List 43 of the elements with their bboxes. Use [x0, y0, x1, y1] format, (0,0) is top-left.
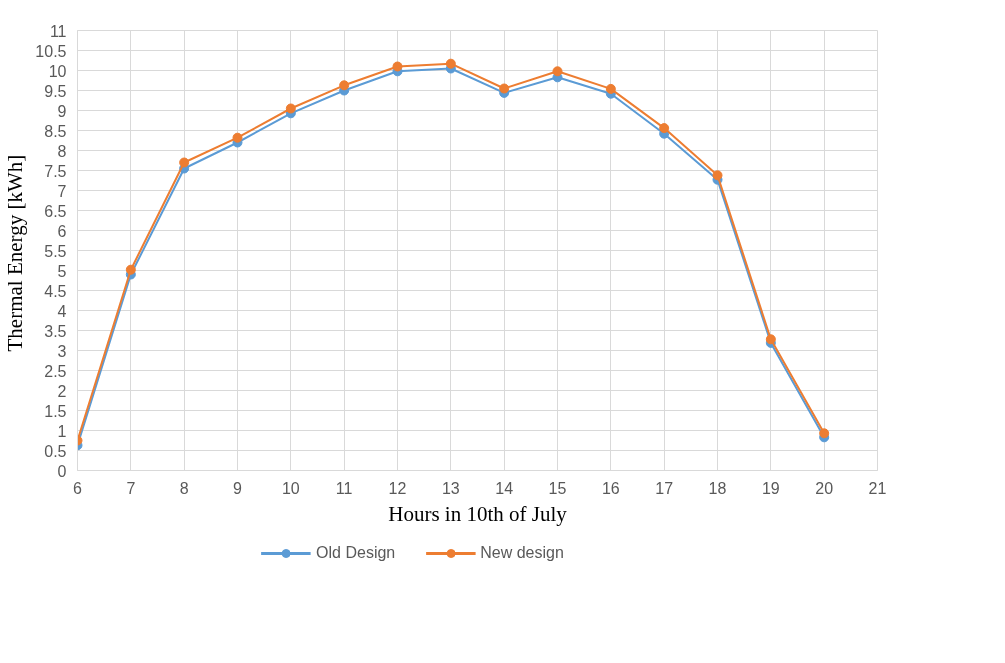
y-tick-label: 0: [57, 462, 67, 480]
y-tick-label: 9: [57, 102, 67, 120]
y-tick-label: 0.5: [44, 442, 67, 460]
legend-label: New design: [480, 544, 564, 562]
x-tick-label: 21: [868, 479, 887, 497]
y-tick-label: 6.5: [44, 202, 67, 220]
y-tick-label: 4: [57, 302, 67, 320]
y-tick-label: 7: [57, 182, 67, 200]
x-tick-label: 18: [708, 479, 727, 497]
y-tick-label: 3: [57, 342, 67, 360]
y-tick-label: 5: [57, 262, 67, 280]
x-tick-label: 17: [655, 479, 674, 497]
y-tick-label: 7.5: [44, 162, 67, 180]
y-tick-label: 1: [57, 422, 67, 440]
y-tick-label: 11: [49, 22, 67, 40]
x-tick-label: 10: [281, 479, 300, 497]
y-tick-label: 1.5: [44, 402, 67, 420]
y-axis-title: Thermal Energy [kWh]: [3, 154, 28, 352]
x-tick-label: 20: [815, 479, 834, 497]
x-tick-label: 7: [126, 479, 136, 497]
x-tick-label: 16: [601, 479, 620, 497]
y-tick-label: 2: [57, 382, 67, 400]
y-tick-label: 8: [57, 142, 67, 160]
y-tick-label: 9.5: [44, 82, 67, 100]
legend-label: Old Design: [316, 544, 396, 562]
x-tick-label: 6: [73, 479, 83, 497]
x-tick-label: 11: [335, 479, 353, 497]
x-tick-label: 12: [388, 479, 407, 497]
y-tick-label: 8.5: [44, 122, 67, 140]
y-tick-label: 10.5: [35, 42, 67, 60]
y-tick-label: 2.5: [44, 362, 67, 380]
y-tick-label: 10: [48, 62, 67, 80]
x-tick-label: 14: [495, 479, 514, 497]
y-tick-label: 4.5: [44, 282, 67, 300]
y-tick-label: 3.5: [44, 322, 67, 340]
x-tick-label: 19: [761, 479, 780, 497]
x-axis-title: Hours in 10th of July: [388, 501, 568, 526]
y-tick-label: 5.5: [44, 242, 67, 260]
x-tick-label: 15: [548, 479, 567, 497]
x-tick-label: 13: [441, 479, 460, 497]
x-tick-label: 8: [179, 479, 189, 497]
x-tick-label: 9: [233, 479, 243, 497]
y-tick-label: 6: [57, 222, 67, 240]
